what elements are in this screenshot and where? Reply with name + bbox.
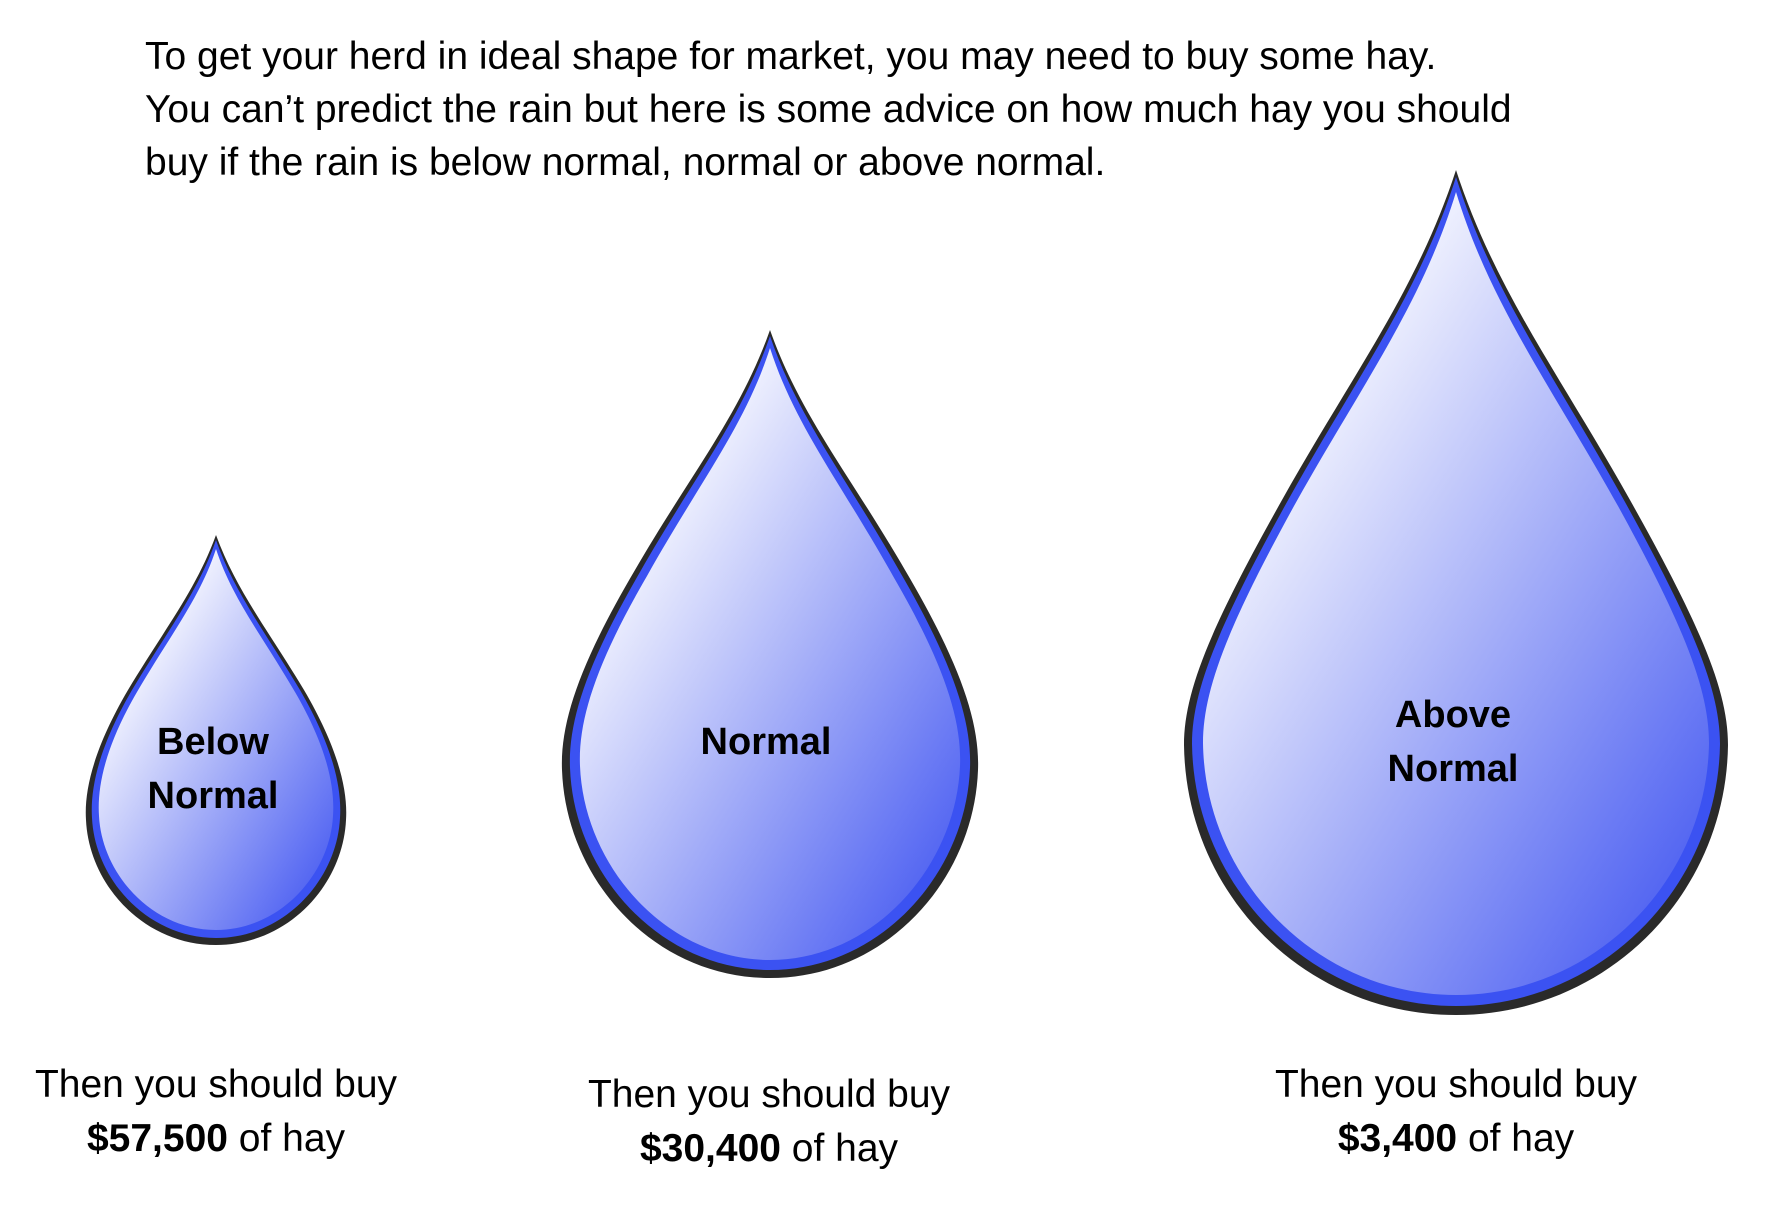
advice-below-normal-amount-row: $57,500 of hay <box>35 1112 397 1166</box>
drop-normal <box>561 330 979 978</box>
label-below-normal: Below Normal <box>148 715 279 823</box>
label-normal: Normal <box>701 715 832 769</box>
advice-normal-suffix: of hay <box>780 1127 899 1170</box>
advice-below-normal-amount: $57,500 <box>86 1117 228 1160</box>
drop-below-normal <box>85 535 347 945</box>
intro-line-3: buy if the rain is below normal, normal … <box>145 141 1106 184</box>
label-normal-line1: Normal <box>700 721 832 763</box>
intro-line-1: To get your herd in ideal shape for mark… <box>145 35 1437 78</box>
advice-normal-amount: $30,400 <box>639 1127 781 1170</box>
advice-normal: Then you should buy $30,400 of hay <box>588 1068 950 1176</box>
intro-text: To get your herd in ideal shape for mark… <box>145 30 1645 189</box>
advice-normal-prefix: Then you should buy <box>587 1073 951 1116</box>
advice-above-normal-prefix: Then you should buy <box>1274 1063 1638 1106</box>
label-below-normal-line1: Below <box>157 721 269 763</box>
advice-below-normal: Then you should buy $57,500 of hay <box>35 1058 397 1166</box>
label-below-normal-line2: Normal <box>147 775 279 817</box>
advice-above-normal-suffix: of hay <box>1457 1117 1575 1160</box>
label-above-normal-line1: Above <box>1394 694 1512 736</box>
advice-below-normal-suffix: of hay <box>227 1117 346 1160</box>
advice-normal-amount-row: $30,400 of hay <box>588 1122 950 1176</box>
advice-above-normal: Then you should buy $3,400 of hay <box>1275 1058 1637 1166</box>
label-above-normal: Above Normal <box>1388 688 1519 796</box>
label-above-normal-line2: Normal <box>1387 748 1519 790</box>
advice-above-normal-amount-row: $3,400 of hay <box>1275 1112 1637 1166</box>
advice-below-normal-prefix: Then you should buy <box>34 1063 398 1106</box>
drop-above-normal <box>1184 170 1728 1015</box>
intro-line-2: You can’t predict the rain but here is s… <box>145 88 1512 131</box>
advice-above-normal-amount: $3,400 <box>1337 1117 1458 1160</box>
